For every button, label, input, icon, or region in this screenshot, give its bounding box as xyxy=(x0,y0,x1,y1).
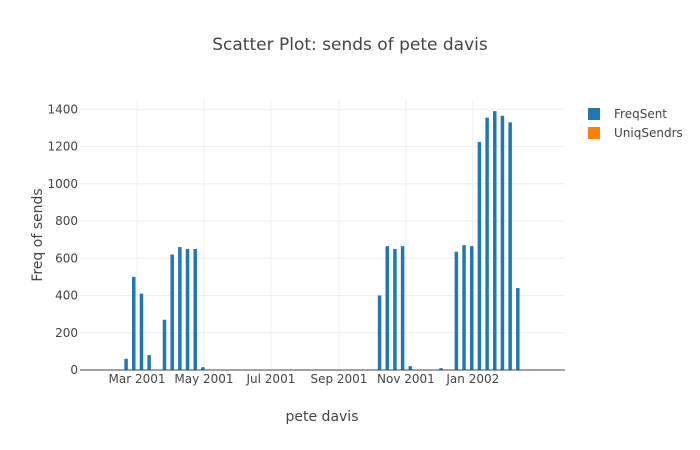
legend-label: UniqSendrs xyxy=(614,126,683,140)
y-tick-label: 200 xyxy=(55,326,78,340)
bars xyxy=(116,111,520,371)
bar-freqsent[interactable] xyxy=(132,276,136,370)
bar-freqsent[interactable] xyxy=(193,248,197,370)
x-tick-label: Mar 2001 xyxy=(109,372,166,386)
legend-swatch xyxy=(588,108,600,120)
bar-freqsent[interactable] xyxy=(516,288,520,370)
bar-freqsent[interactable] xyxy=(385,246,389,370)
bar-freqsent[interactable] xyxy=(178,247,182,370)
legend-item-freqsent[interactable]: FreqSent xyxy=(588,107,667,121)
legend-label: FreqSent xyxy=(614,107,667,121)
legend[interactable]: FreqSent UniqSendrs xyxy=(588,107,683,140)
chart-title: Scatter Plot: sends of pete davis xyxy=(212,35,488,55)
bar-freqsent[interactable] xyxy=(124,358,128,370)
bar-freqsent[interactable] xyxy=(162,319,167,370)
bar-freqsent[interactable] xyxy=(469,246,474,370)
bar-freqsent[interactable] xyxy=(170,254,174,370)
bar-freqsent[interactable] xyxy=(462,245,466,370)
x-tick-label: May 2001 xyxy=(174,372,233,386)
bar-freqsent[interactable] xyxy=(185,248,190,370)
bar-freqsent[interactable] xyxy=(500,115,505,371)
bar-freqsent[interactable] xyxy=(201,367,205,370)
axes: 0 200 400 600 800 1000 1200 1400 Mar 2001 May 200… xyxy=(47,102,565,386)
y-tick-label: 1000 xyxy=(47,177,78,191)
y-tick-label: 600 xyxy=(55,251,78,265)
legend-item-uniqsendrs[interactable]: UniqSendrs xyxy=(588,126,683,140)
bar-freqsent[interactable] xyxy=(139,293,144,370)
bar-freqsent[interactable] xyxy=(147,355,151,370)
y-tick-label: 800 xyxy=(55,214,78,228)
bar-freqsent[interactable] xyxy=(408,366,413,370)
x-tick-label: Nov 2001 xyxy=(377,372,435,386)
bar-freqsent[interactable] xyxy=(454,251,459,370)
bar-freqsent[interactable] xyxy=(493,111,497,370)
x-tick-label: Jul 2001 xyxy=(246,372,296,386)
x-tick-label: Jan 2002 xyxy=(445,372,499,386)
y-tick-label: 400 xyxy=(55,289,78,303)
x-tick-label: Sep 2001 xyxy=(310,372,367,386)
y-tick-label: 1400 xyxy=(47,102,78,116)
bar-freqsent[interactable] xyxy=(439,368,443,370)
y-tick-label: 0 xyxy=(70,363,78,377)
bar-freqsent[interactable] xyxy=(400,246,405,370)
y-axis-title: Freq of sends xyxy=(30,188,46,281)
legend-swatch xyxy=(588,127,600,139)
y-tick-label: 1200 xyxy=(47,140,78,154)
bar-freqsent[interactable] xyxy=(377,295,382,370)
bar-freqsent[interactable] xyxy=(393,248,397,370)
gridlines xyxy=(80,100,565,370)
bar-freqsent[interactable] xyxy=(508,122,512,371)
bar-freqsent[interactable] xyxy=(477,141,482,370)
x-axis-title: pete davis xyxy=(286,409,359,425)
bar-freqsent[interactable] xyxy=(485,117,489,370)
